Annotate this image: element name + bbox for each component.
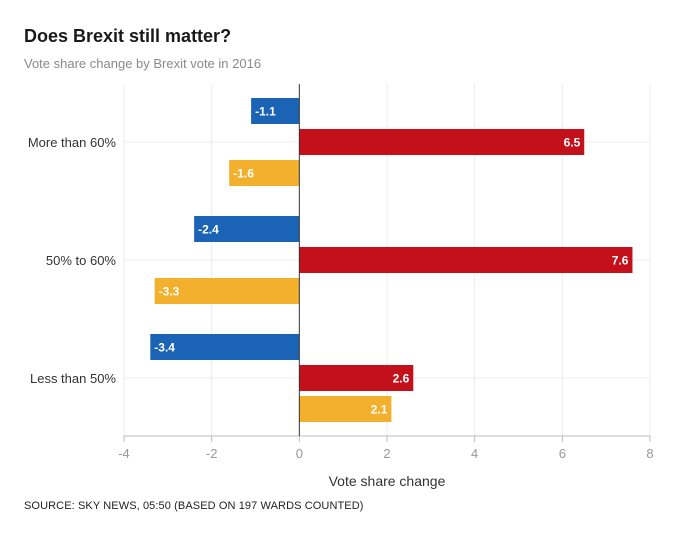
bar-value-label: -1.1: [255, 105, 276, 119]
category-labels: More than 60% 50% to 60% Less than 50%: [28, 135, 117, 386]
x-tick-label: 6: [559, 446, 566, 461]
bar: [299, 129, 585, 155]
category-label: Less than 50%: [30, 371, 116, 386]
bar-value-label: 6.5: [564, 136, 581, 150]
x-tick-label: 4: [471, 446, 478, 461]
x-tick-label: 2: [383, 446, 390, 461]
bar: [154, 278, 300, 304]
bar-value-label: -2.4: [198, 223, 219, 237]
chart-title: Does Brexit still matter?: [24, 26, 232, 46]
x-tick-labels: -4 -2 0 2 4 6 8: [118, 446, 653, 461]
bar: [251, 98, 300, 124]
bar-value-label: -3.3: [159, 285, 180, 299]
x-tick-label: 8: [646, 446, 653, 461]
bar: [229, 160, 300, 186]
bar-value-label: 2.6: [393, 372, 410, 386]
x-tick-label: -2: [206, 446, 218, 461]
bar: [299, 247, 633, 273]
x-axis-label: Vote share change: [329, 473, 446, 489]
category-label: More than 60%: [28, 135, 117, 150]
x-tick-label: -4: [118, 446, 130, 461]
bar-value-label: 7.6: [612, 254, 629, 268]
x-tick-label: 0: [296, 446, 303, 461]
bar: [150, 334, 300, 360]
bar-value-label: -1.6: [233, 167, 254, 181]
bar-value-label: 2.1: [371, 403, 388, 417]
bars: -1.1 6.5 -1.6 -2.4 7.6 -3.3 -3.4 2.6 2.1: [150, 84, 633, 436]
bar: [194, 216, 300, 242]
bar: [299, 396, 392, 422]
category-label: 50% to 60%: [46, 253, 117, 268]
chart-subtitle: Vote share change by Brexit vote in 2016: [24, 56, 262, 71]
source-note: SOURCE: SKY NEWS, 05:50 (BASED ON 197 WA…: [24, 500, 364, 512]
bar-value-label: -3.4: [154, 341, 175, 355]
bar: [299, 365, 414, 391]
